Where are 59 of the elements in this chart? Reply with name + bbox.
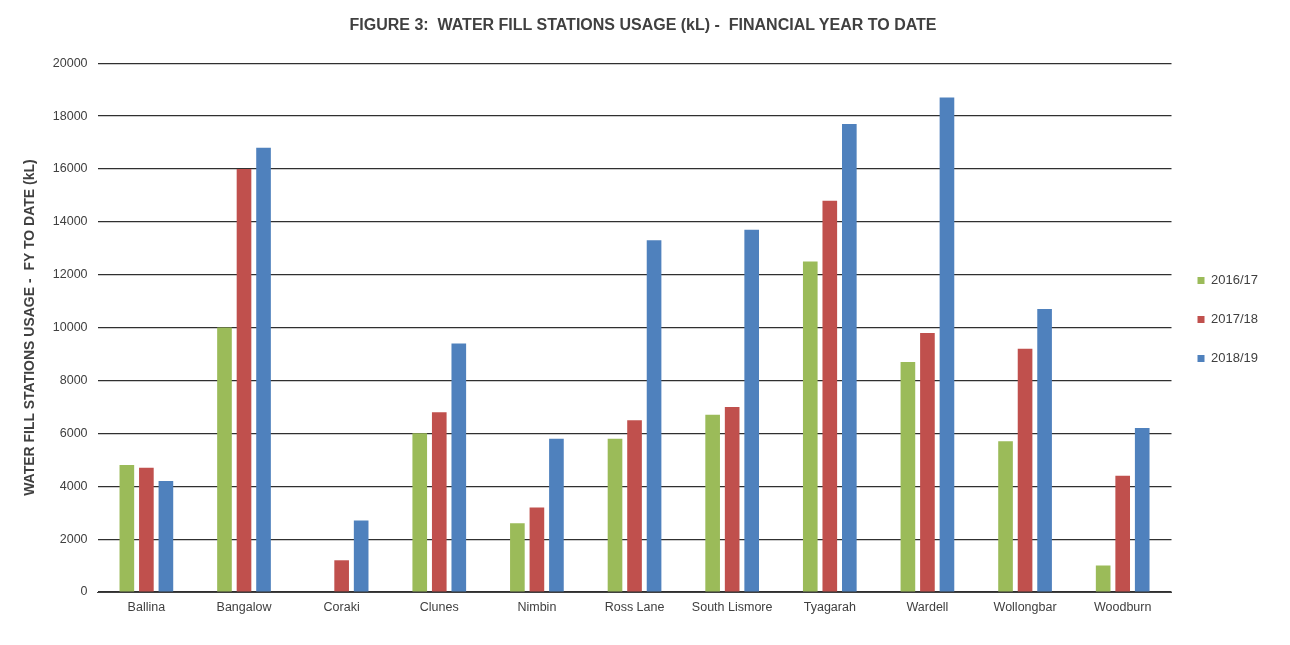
y-tick-label: 18000 [52,108,88,123]
bar [1095,565,1111,592]
bar [158,480,174,592]
bar [998,441,1013,592]
bar [353,520,369,592]
y-tick-label: 2000 [59,531,88,546]
x-tick-label: Coraki [323,599,360,614]
bar [607,438,623,592]
y-tick-label: 4000 [59,478,88,493]
bar [139,467,154,592]
bar [705,414,720,592]
bar [1115,475,1131,592]
bar [1017,348,1033,592]
x-tick-label: Ross Lane [604,599,665,614]
bar [549,438,564,592]
y-tick-label: 16000 [52,161,88,176]
bar [900,361,916,592]
x-tick-label: South Lismore [691,599,773,614]
y-tick-label: 14000 [52,214,88,229]
y-tick-label: 6000 [59,425,88,440]
bar [510,523,525,592]
bar [412,433,428,592]
bar [529,507,545,592]
legend-label: 2018/19 [1211,350,1259,366]
x-tick-label: Woodburn [1093,599,1152,614]
bar [119,465,135,592]
x-tick-label: Clunes [419,599,459,614]
x-tick-label: Tyagarah [803,599,856,614]
legend-label: 2017/18 [1211,311,1259,327]
bar [236,168,252,592]
bar [802,261,818,592]
bar [334,560,349,592]
bar [744,229,760,592]
chart-title: FIGURE 3: WATER FILL STATIONS USAGE (kL) - FINANCIAL YEAR TO DATE [349,16,937,34]
bar [920,332,935,592]
bar [451,343,467,592]
y-tick-label: 0 [80,584,88,599]
bar [1037,309,1052,592]
bar [627,420,642,592]
y-axis-title: WATER FILL STATIONS USAGE - FY TO DATE (kL) [21,159,38,496]
y-tick-label: 12000 [52,267,88,282]
x-tick-label: Wardell [906,599,949,614]
bar [939,97,955,592]
legend-label: 2016/17 [1211,272,1259,288]
bar [1134,428,1150,592]
x-tick-label: Ballina [127,599,166,614]
bar [217,327,232,592]
bar [724,406,740,592]
y-tick-label: 20000 [52,55,88,70]
x-tick-label: Wollongbar [993,599,1057,614]
bar [256,147,271,592]
bar [431,412,447,592]
y-tick-label: 10000 [52,320,88,335]
bar [822,200,838,592]
bar [646,240,662,592]
x-tick-label: Bangalow [216,599,273,614]
x-tick-label: Nimbin [517,599,557,614]
bar [842,124,857,592]
y-tick-label: 8000 [59,372,88,387]
